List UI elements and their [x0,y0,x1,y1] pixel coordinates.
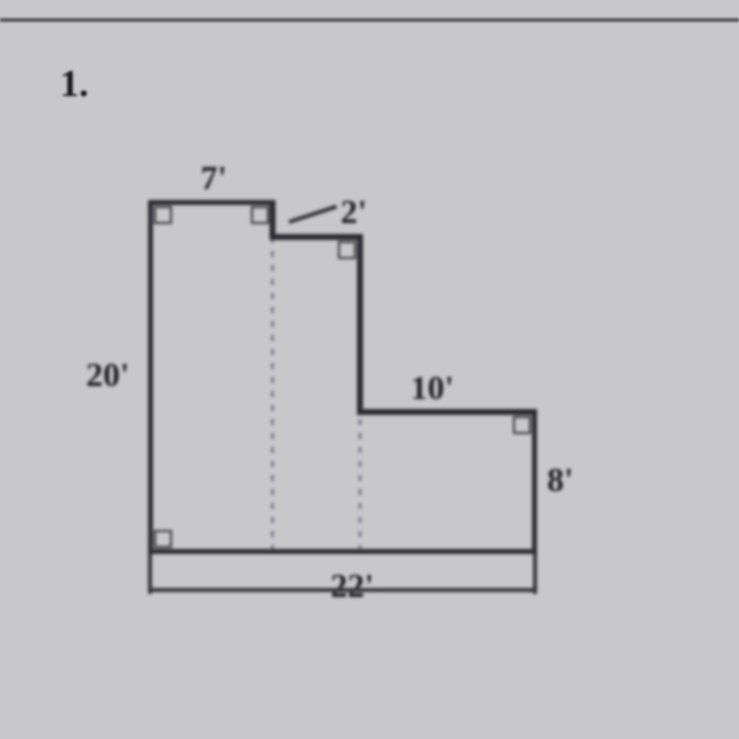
label-right-8: 8' [547,462,573,500]
label-step2-10: 10' [411,370,454,408]
right-angle-top-right [251,206,269,224]
geometry-figure: 20' 7' 2' 10' 8' 22' [148,200,653,630]
right-angle-step1 [338,241,356,259]
label-bottom-22: 22' [321,568,384,606]
right-angle-bottom-right [513,416,531,434]
right-angle-top-left [154,206,172,224]
right-angle-bottom-left [154,530,172,548]
dimension-line-bottom [150,588,535,592]
dimension-tick-right [533,554,537,594]
problem-number: 1. [60,62,89,106]
dimension-tick-left [148,554,152,594]
label-left-20: 20' [86,357,129,395]
label-step1-2: 2' [341,194,367,232]
page-top-rule [0,18,739,22]
label-top-7: 7' [201,160,227,198]
